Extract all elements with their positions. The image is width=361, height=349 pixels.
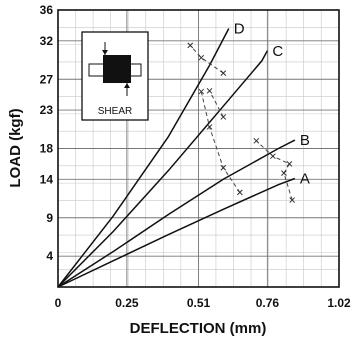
curve-label-d: D	[234, 20, 245, 37]
failure-point-marker	[187, 42, 194, 49]
curves: A B C D	[57, 20, 310, 288]
failure-point-marker	[270, 153, 276, 160]
failure-band-path	[200, 91, 241, 193]
inset-label: SHEAR	[98, 106, 132, 117]
failure-point-marker	[289, 197, 296, 203]
y-tick-label: 14	[40, 172, 54, 186]
x-tick-label: 0.51	[187, 296, 211, 310]
failure-band-path	[209, 90, 224, 118]
x-tick-label: 0	[55, 296, 62, 310]
x-axis-title: DEFLECTION (mm)	[130, 320, 267, 337]
curve-label-c: C	[272, 43, 283, 60]
grid	[58, 10, 339, 287]
failure-point-marker	[253, 137, 260, 144]
failure-band-path	[256, 140, 293, 201]
x-tick-label: 0.25	[115, 296, 139, 310]
plot-frame	[57, 9, 340, 288]
curve-label-a: A	[300, 171, 310, 188]
failure-point-marker	[206, 124, 213, 130]
failure-point-marker	[236, 189, 243, 196]
failure-band-path	[189, 45, 224, 74]
curve-c	[57, 50, 269, 288]
y-tick-label: 32	[40, 34, 54, 48]
y-tick-label: 23	[40, 103, 54, 117]
curve-a	[57, 177, 296, 288]
failure-bands	[187, 42, 296, 203]
failure-point-marker	[220, 114, 227, 120]
curve-b	[57, 139, 296, 288]
failure-point-marker	[198, 88, 205, 95]
x-tick-label: 1.02	[327, 296, 351, 310]
y-tick-label: 27	[40, 72, 54, 86]
shear-block	[103, 55, 131, 83]
y-tick-label: 18	[40, 142, 54, 156]
failure-point-marker	[220, 164, 227, 171]
y-tick-label: 9	[46, 211, 53, 225]
y-tick-label: 4	[46, 249, 53, 263]
failure-point-marker	[220, 70, 227, 76]
failure-point-marker	[198, 54, 205, 61]
curve-label-b: B	[300, 132, 310, 149]
failure-point-marker	[286, 161, 293, 167]
x-tick-label: 0.76	[256, 296, 280, 310]
top-arrow-head	[102, 50, 108, 55]
bottom-arrow-head	[124, 83, 130, 88]
failure-point-marker	[281, 170, 287, 176]
failure-point-marker	[206, 87, 213, 94]
tick-labels: 0 0.25 0.51 0.76 1.02 4 9 14 18 23 27 32 36	[40, 3, 351, 310]
y-tick-label: 36	[40, 3, 54, 17]
shear-inset: SHEAR	[81, 31, 149, 121]
y-axis-title: LOAD (kgf)	[7, 108, 24, 187]
curve-d	[57, 28, 230, 288]
